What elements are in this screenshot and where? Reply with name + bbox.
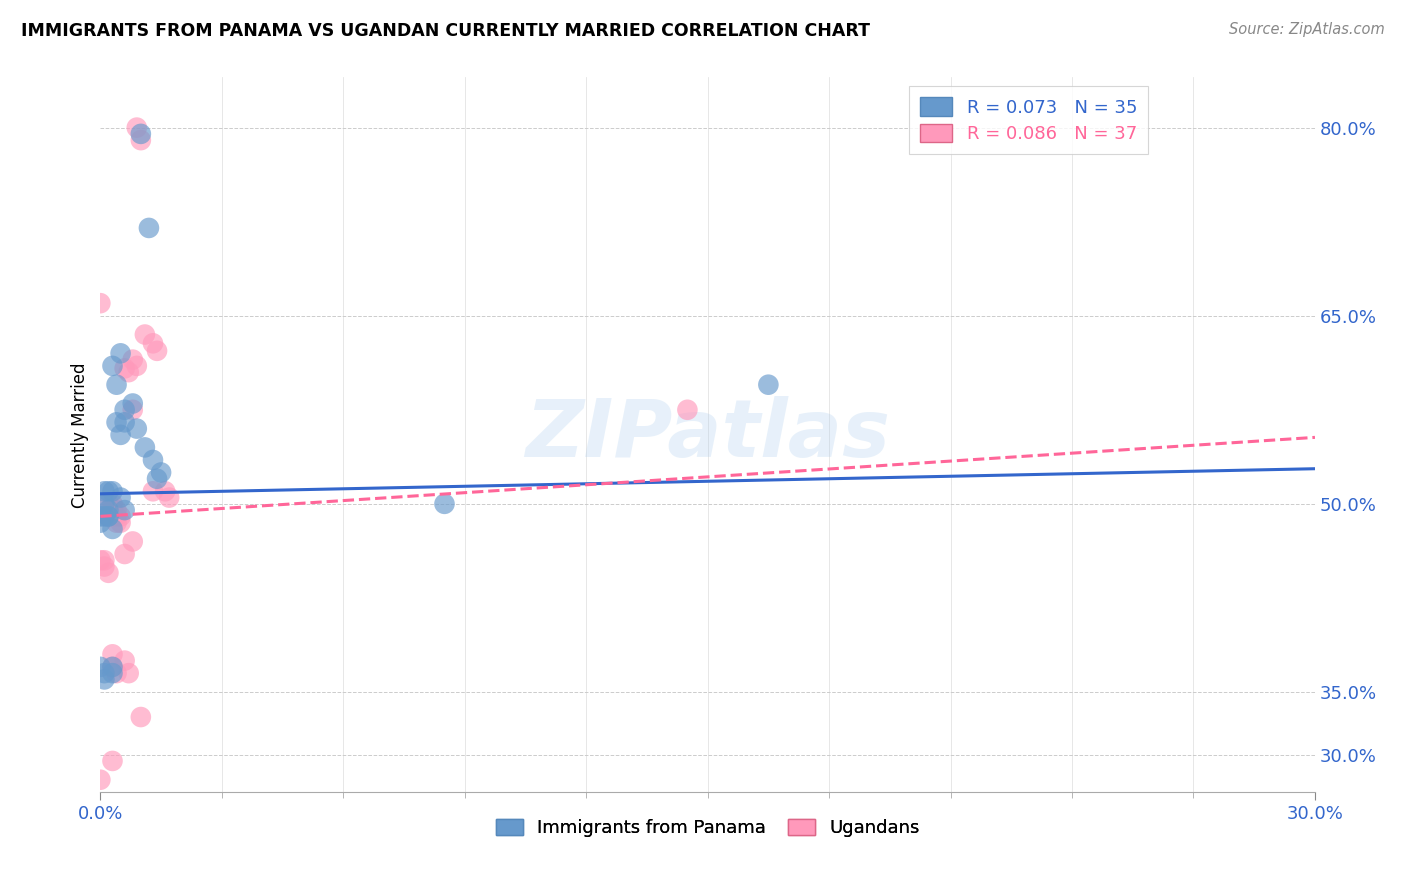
Point [142, 484, 165, 499]
Point [97, 509, 120, 524]
Point [125, 421, 148, 435]
Point [114, 361, 136, 376]
Point [129, 127, 152, 141]
Point [101, 754, 124, 768]
Point [89, 660, 111, 674]
Point [101, 359, 124, 373]
Point [110, 346, 132, 360]
Point [105, 666, 128, 681]
Point [93, 666, 115, 681]
Text: IMMIGRANTS FROM PANAMA VS UGANDAN CURRENTLY MARRIED CORRELATION CHART: IMMIGRANTS FROM PANAMA VS UGANDAN CURREN… [21, 22, 870, 40]
Text: Source: ZipAtlas.com: Source: ZipAtlas.com [1229, 22, 1385, 37]
Point [93, 559, 115, 574]
Point [110, 516, 132, 530]
Point [110, 491, 132, 505]
Point [101, 660, 124, 674]
Point [121, 534, 143, 549]
Point [101, 648, 124, 662]
Point [105, 516, 128, 530]
Point [114, 547, 136, 561]
Point [97, 497, 120, 511]
Point [105, 377, 128, 392]
Legend: Immigrants from Panama, Ugandans: Immigrants from Panama, Ugandans [488, 812, 927, 844]
Point [114, 402, 136, 417]
Point [157, 491, 180, 505]
Point [93, 509, 115, 524]
Point [142, 453, 165, 467]
Point [89, 516, 111, 530]
Point [121, 396, 143, 410]
Point [101, 484, 124, 499]
Point [125, 120, 148, 135]
Point [110, 509, 132, 524]
Point [150, 466, 173, 480]
Point [89, 553, 111, 567]
Point [676, 402, 699, 417]
Point [129, 133, 152, 147]
Point [110, 428, 132, 442]
Point [97, 566, 120, 580]
Point [121, 402, 143, 417]
Point [97, 484, 120, 499]
Point [134, 441, 156, 455]
Point [142, 336, 165, 351]
Point [97, 509, 120, 524]
Point [114, 503, 136, 517]
Point [125, 359, 148, 373]
Point [93, 497, 115, 511]
Text: ZIPatlas: ZIPatlas [526, 396, 890, 474]
Y-axis label: Currently Married: Currently Married [72, 362, 89, 508]
Point [118, 365, 141, 379]
Point [146, 343, 169, 358]
Point [146, 472, 169, 486]
Point [101, 522, 124, 536]
Point [89, 296, 111, 310]
Point [101, 503, 124, 517]
Point [758, 377, 780, 392]
Point [105, 509, 128, 524]
Point [118, 666, 141, 681]
Point [101, 666, 124, 681]
Point [114, 415, 136, 429]
Point [105, 503, 128, 517]
Point [433, 497, 456, 511]
Point [129, 710, 152, 724]
Point [114, 654, 136, 668]
Point [93, 484, 115, 499]
Point [121, 352, 143, 367]
Point [89, 509, 111, 524]
Point [105, 415, 128, 429]
Point [93, 553, 115, 567]
Point [89, 772, 111, 787]
Point [138, 221, 160, 235]
Point [101, 497, 124, 511]
Point [97, 503, 120, 517]
Point [153, 484, 176, 499]
Point [101, 660, 124, 674]
Point [134, 327, 156, 342]
Point [93, 673, 115, 687]
